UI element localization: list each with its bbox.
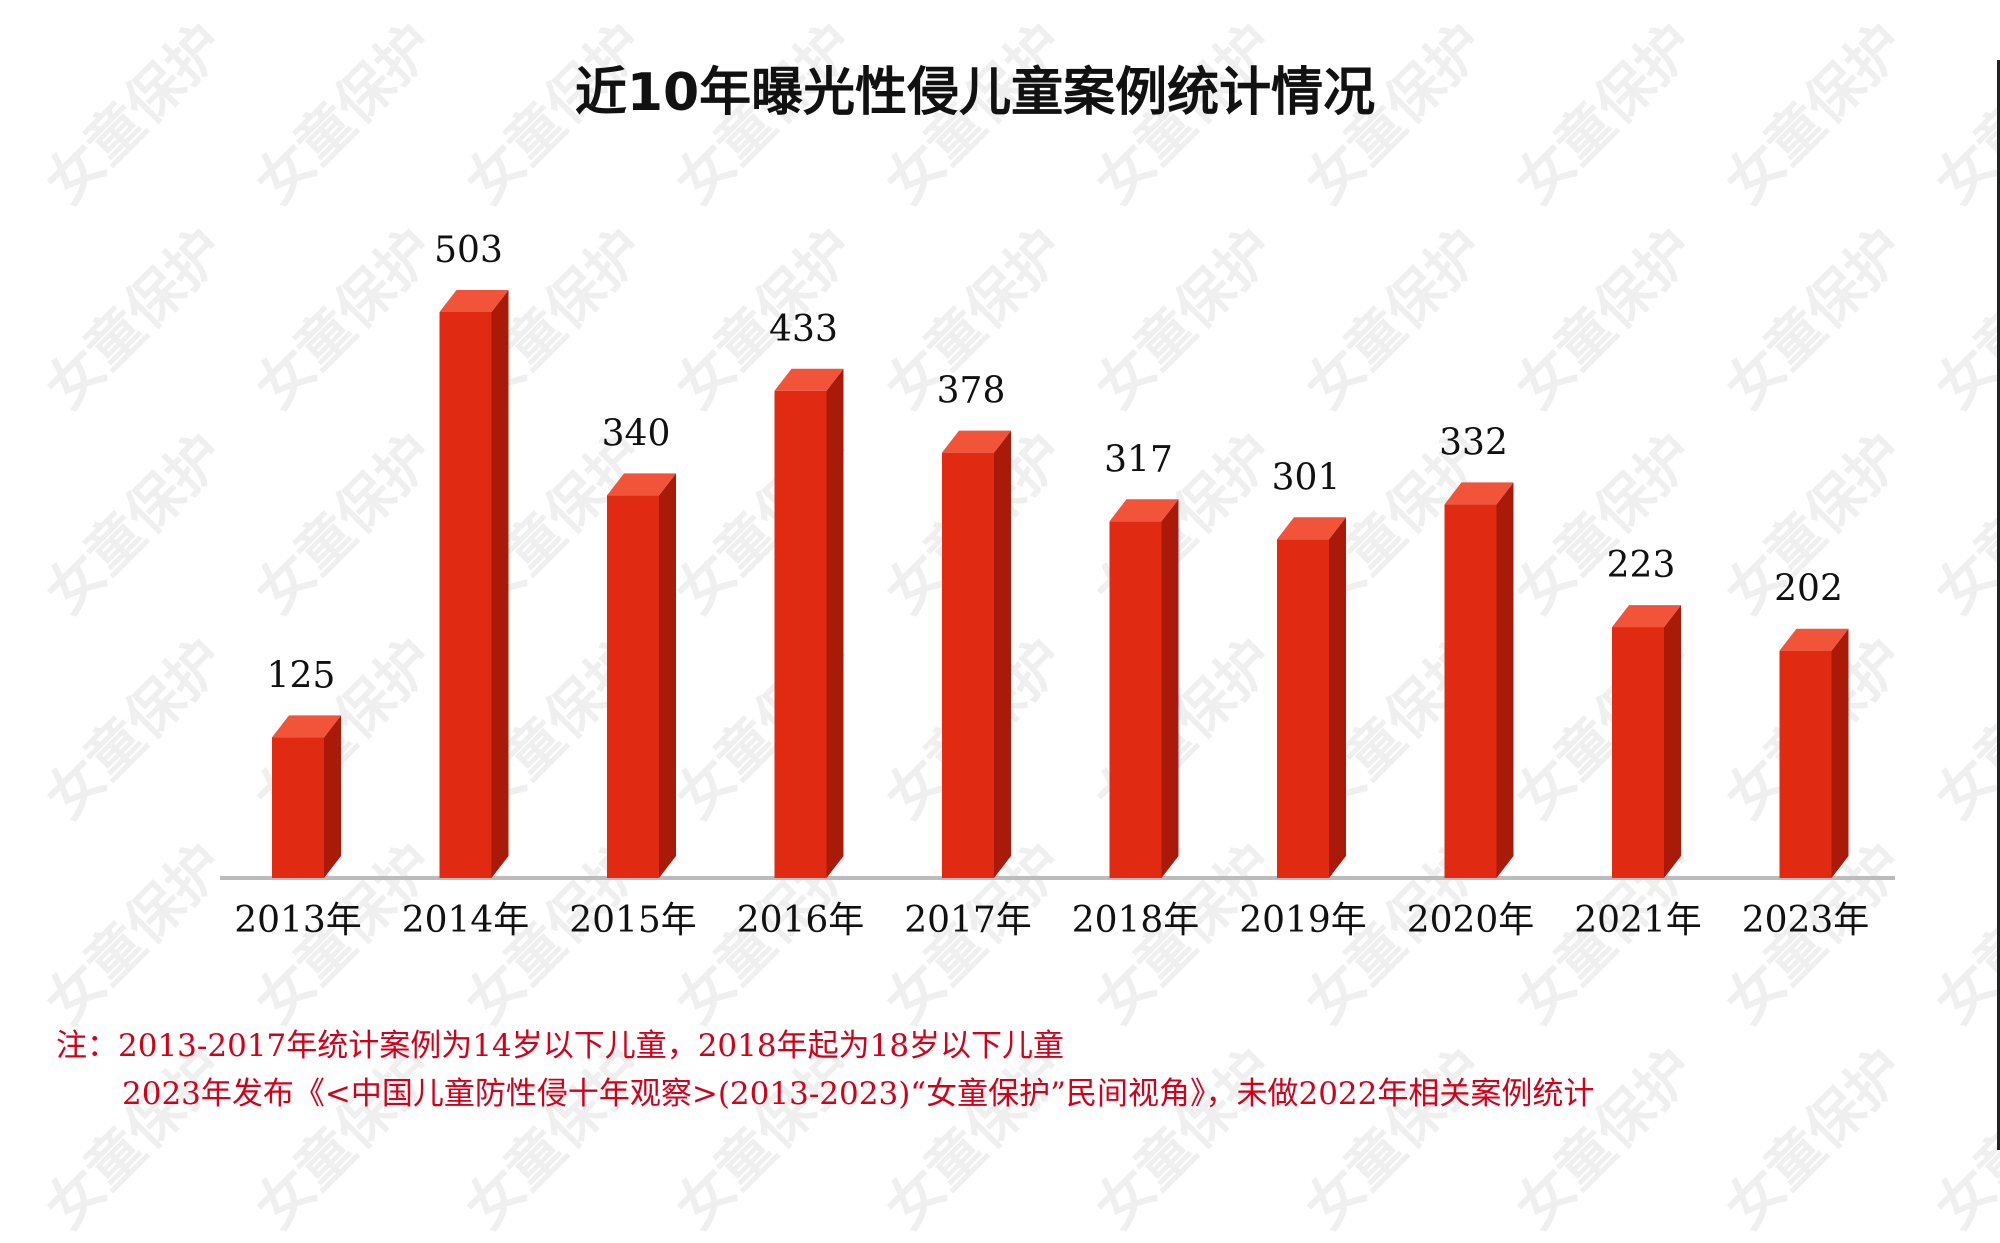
right-border [1997,60,2000,1150]
bar-side-2017年 [994,430,1011,878]
bar-top-2014年 [439,290,509,312]
watermark-text: 女童保护 [1503,1036,1708,1242]
watermark-text: 女童保护 [1083,1036,1288,1242]
watermark-text: 女童保护 [1713,1036,1918,1242]
bar-top-2015年 [607,473,676,496]
bar-side-2018年 [1161,499,1179,878]
bar-side-2015年 [659,473,676,878]
bar-side-2020年 [1496,482,1514,878]
data-label-2017年: 378 [937,371,1006,412]
bar-2021年 [1612,627,1664,878]
bar-2023年 [1779,650,1832,878]
data-label-2020年: 332 [1439,422,1508,463]
bar-2013年 [272,737,324,878]
data-label-2018年: 317 [1104,439,1173,480]
bar-top-2016年 [774,368,844,391]
bar-top-2023年 [1779,628,1849,651]
bar-top-2021年 [1612,605,1681,628]
bar-side-2021年 [1664,605,1681,878]
data-label-2021年: 223 [1607,545,1676,586]
bar-top-2020年 [1444,482,1514,505]
x-tick-label: 2013年 [234,900,362,941]
footnote-line-1: 注：2013-2017年统计案例为14岁以下儿童，2018年起为18岁以下儿童 [56,1028,1065,1064]
bar-top-2017年 [942,430,1011,453]
bar-side-2023年 [1831,628,1849,878]
bar-2014年 [439,312,492,878]
data-label-2013年: 125 [267,655,336,696]
bar-top-2013年 [272,715,341,738]
watermark-text: 女童保护 [1923,1036,2000,1242]
bar-2019年 [1277,539,1329,878]
x-tick-label: 2020年 [1407,900,1535,941]
x-tick-label: 2016年 [737,900,865,941]
bar-side-2013年 [324,715,341,878]
data-label-2015年: 340 [602,413,671,454]
bar-2015年 [607,495,659,878]
bar-side-2014年 [491,290,509,878]
bar-top-2019年 [1277,517,1346,540]
bar-side-2016年 [826,368,844,878]
x-tick-label: 2017年 [904,900,1032,941]
data-label-2014年: 503 [434,230,503,271]
watermark-text: 女童保护 [1293,1036,1498,1242]
bar-top-2018年 [1109,499,1179,522]
bar-2016年 [774,390,827,878]
x-tick-label: 2018年 [1072,900,1200,941]
data-label-2023年: 202 [1774,569,1843,610]
bar-2020年 [1444,504,1497,878]
data-label-2016年: 433 [769,309,838,350]
bar-2018年 [1109,521,1162,878]
bar-chart: 125 2013年 503 2014年 340 2015年 433 2016年 378 2017年… [220,230,1895,941]
x-tick-label: 2019年 [1239,900,1367,941]
chart-title: 近10年曝光性侵儿童案例统计情况 [574,63,1376,123]
bar-2017年 [942,452,994,878]
data-label-2019年: 301 [1272,457,1341,498]
x-tick-label: 2023年 [1742,900,1870,941]
bar-side-2019年 [1329,517,1346,878]
x-tick-label: 2014年 [402,900,530,941]
x-tick-label: 2021年 [1574,900,1702,941]
x-tick-label: 2015年 [569,900,697,941]
footnote-line-2: 2023年发布《<中国儿童防性侵十年观察>(2013-2023)“女童保护”民间… [122,1076,1595,1112]
